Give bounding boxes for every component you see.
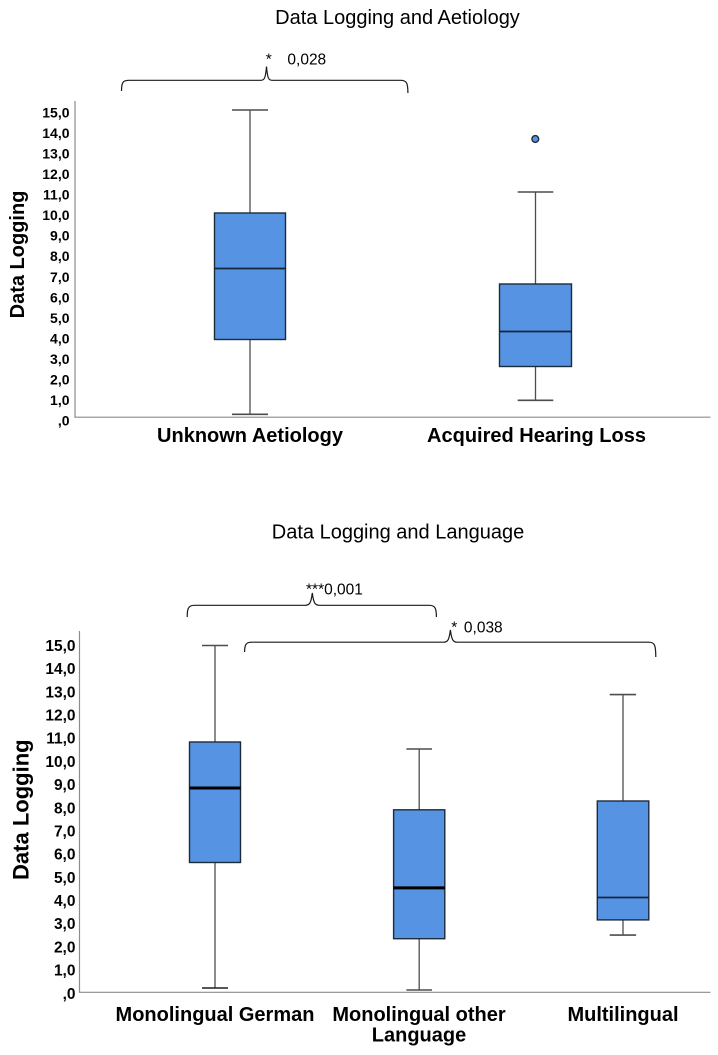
svg-text:0,038: 0,038 (464, 619, 503, 636)
svg-text:***0,001: ***0,001 (306, 582, 363, 599)
svg-text:6,0: 6,0 (50, 289, 70, 305)
svg-text:3,0: 3,0 (54, 916, 76, 933)
svg-text:Language: Language (372, 1025, 466, 1047)
svg-text:*: * (451, 619, 457, 636)
svg-text:Multilingual: Multilingual (567, 1004, 678, 1026)
svg-text:Data Logging and Language: Data Logging and Language (272, 522, 524, 544)
svg-text:5,0: 5,0 (50, 310, 70, 326)
svg-text:12,0: 12,0 (45, 708, 75, 725)
svg-text:15,0: 15,0 (45, 638, 75, 655)
svg-text:Data Logging: Data Logging (7, 191, 29, 319)
svg-text:2,0: 2,0 (50, 371, 70, 387)
svg-text:Monolingual other: Monolingual other (332, 1004, 506, 1026)
svg-text:15,0: 15,0 (42, 105, 69, 121)
svg-text:6,0: 6,0 (54, 847, 76, 864)
svg-text:Data Logging and Aetiology: Data Logging and Aetiology (275, 7, 520, 29)
svg-text:1,0: 1,0 (50, 392, 70, 408)
svg-text:14,0: 14,0 (42, 125, 69, 141)
svg-text:7,0: 7,0 (54, 824, 76, 841)
svg-text:,0: ,0 (63, 986, 76, 1003)
svg-text:13,0: 13,0 (45, 684, 75, 701)
svg-text:Unknown Aetiology: Unknown Aetiology (157, 425, 344, 447)
svg-text:10,0: 10,0 (42, 207, 69, 223)
svg-text:7,0: 7,0 (50, 269, 70, 285)
svg-text:4,0: 4,0 (54, 893, 76, 910)
svg-text:11,0: 11,0 (46, 731, 75, 748)
svg-text:2,0: 2,0 (54, 939, 76, 956)
svg-text:5,0: 5,0 (54, 870, 76, 887)
svg-text:Acquired Hearing Loss: Acquired Hearing Loss (427, 425, 646, 447)
svg-text:4,0: 4,0 (50, 330, 70, 346)
svg-text:3,0: 3,0 (50, 351, 70, 367)
svg-text:Data Logging: Data Logging (9, 739, 34, 880)
svg-text:,0: ,0 (58, 413, 70, 429)
svg-text:14,0: 14,0 (45, 661, 75, 678)
svg-text:0,028: 0,028 (287, 51, 326, 68)
svg-text:12,0: 12,0 (42, 166, 69, 182)
svg-text:1,0: 1,0 (54, 963, 76, 980)
svg-text:*: * (266, 51, 272, 68)
svg-text:13,0: 13,0 (42, 146, 69, 162)
svg-text:8,0: 8,0 (50, 248, 70, 264)
svg-text:Monolingual German: Monolingual German (116, 1004, 315, 1026)
svg-text:10,0: 10,0 (45, 754, 75, 771)
svg-text:11,0: 11,0 (43, 187, 70, 203)
svg-text:9,0: 9,0 (50, 228, 70, 244)
svg-text:9,0: 9,0 (54, 777, 76, 794)
svg-text:8,0: 8,0 (54, 800, 76, 817)
